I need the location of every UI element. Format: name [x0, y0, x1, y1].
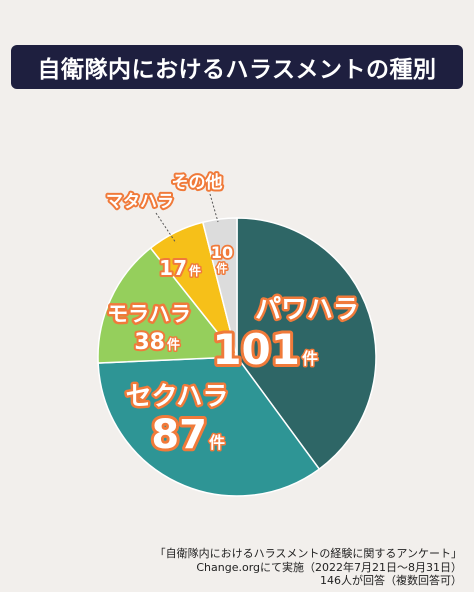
slice-unit-other: 件: [217, 261, 228, 275]
pie-slice-other: [201, 217, 238, 358]
title-banner: 自衛隊内におけるハラスメントの種別: [11, 45, 463, 89]
slice-value-power: 101: [212, 325, 300, 374]
pie-slice-moral: [97, 247, 239, 364]
slice-unit-moral: 件: [167, 337, 180, 353]
source-line-1: 「自衛隊内におけるハラスメントの経験に関するアンケート」: [154, 547, 462, 560]
pie-slice-sexual: [97, 356, 321, 497]
source-line-2: Change.orgにて実施（2022年7月21日～8月31日）: [196, 560, 462, 574]
slice-unit-maternity: 件: [189, 263, 201, 278]
slice-value-maternity: 17: [159, 256, 187, 280]
slice-value-other: 10: [211, 243, 233, 262]
leader-line-other: [209, 193, 219, 223]
slice-unit-power: 件: [302, 349, 318, 368]
source-note: 「自衛隊内におけるハラスメントの経験に関するアンケート」 Change.orgに…: [155, 547, 462, 588]
slice-label-moral: モラハラ: [107, 302, 191, 326]
slice-value-sexual: 87: [151, 412, 207, 458]
slice-value-moral: 38: [134, 330, 165, 355]
slice-label-maternity: マタハラ: [106, 192, 174, 212]
slice-label-other: その他: [172, 172, 223, 193]
pie-slice-power: [236, 217, 377, 471]
source-line-3: 146人が回答（複数回答可）: [320, 574, 462, 587]
slice-label-power: パワハラ: [255, 295, 359, 325]
slice-label-sexual: セクハラ: [126, 382, 229, 412]
chart-title: 自衛隊内におけるハラスメントの種別: [37, 57, 437, 83]
slice-unit-sexual: 件: [209, 433, 225, 452]
